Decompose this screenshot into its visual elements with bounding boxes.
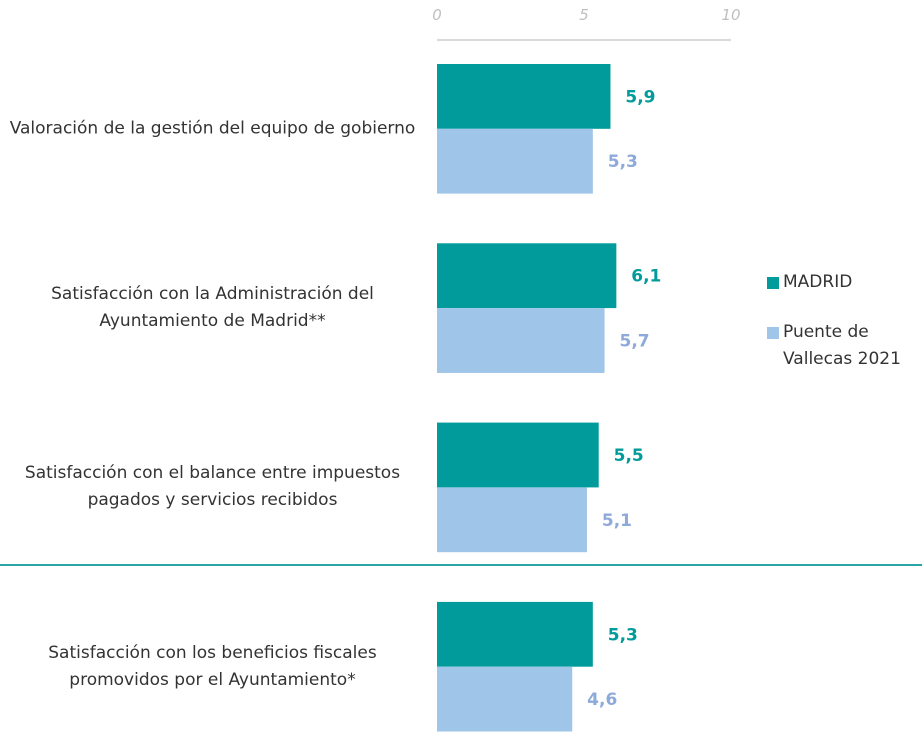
bar xyxy=(437,422,599,488)
category-label: Satisfacción con los beneficios fiscales… xyxy=(48,642,377,690)
bar xyxy=(437,308,605,373)
value-label: 5,3 xyxy=(608,152,638,172)
bar xyxy=(437,601,593,667)
category-label: Satisfacción con el balance entre impues… xyxy=(24,463,401,511)
bar xyxy=(437,243,617,309)
value-label: 6,1 xyxy=(631,267,661,287)
category-label: Satisfacción con la Administración del A… xyxy=(51,284,374,332)
bar xyxy=(437,128,593,194)
legend-swatch xyxy=(767,277,779,289)
value-label: 5,3 xyxy=(608,625,638,645)
value-label: 5,1 xyxy=(602,511,632,531)
legend-label: MADRID xyxy=(783,272,853,292)
category-label: Valoración de la gestión del equipo de g… xyxy=(9,118,416,139)
value-label: 4,6 xyxy=(587,690,617,710)
legend-swatch xyxy=(767,327,779,339)
value-label: 5,5 xyxy=(614,446,644,466)
x-tick-label: 5 xyxy=(579,6,589,24)
value-label: 5,9 xyxy=(625,87,655,107)
bar xyxy=(437,487,587,553)
bar xyxy=(437,64,611,129)
legend-label: Puente de Vallecas 2021 xyxy=(783,322,901,369)
value-label: 5,7 xyxy=(620,332,650,352)
bar xyxy=(437,666,573,732)
x-tick-label: 0 xyxy=(432,6,442,24)
x-tick-label: 10 xyxy=(721,6,740,24)
